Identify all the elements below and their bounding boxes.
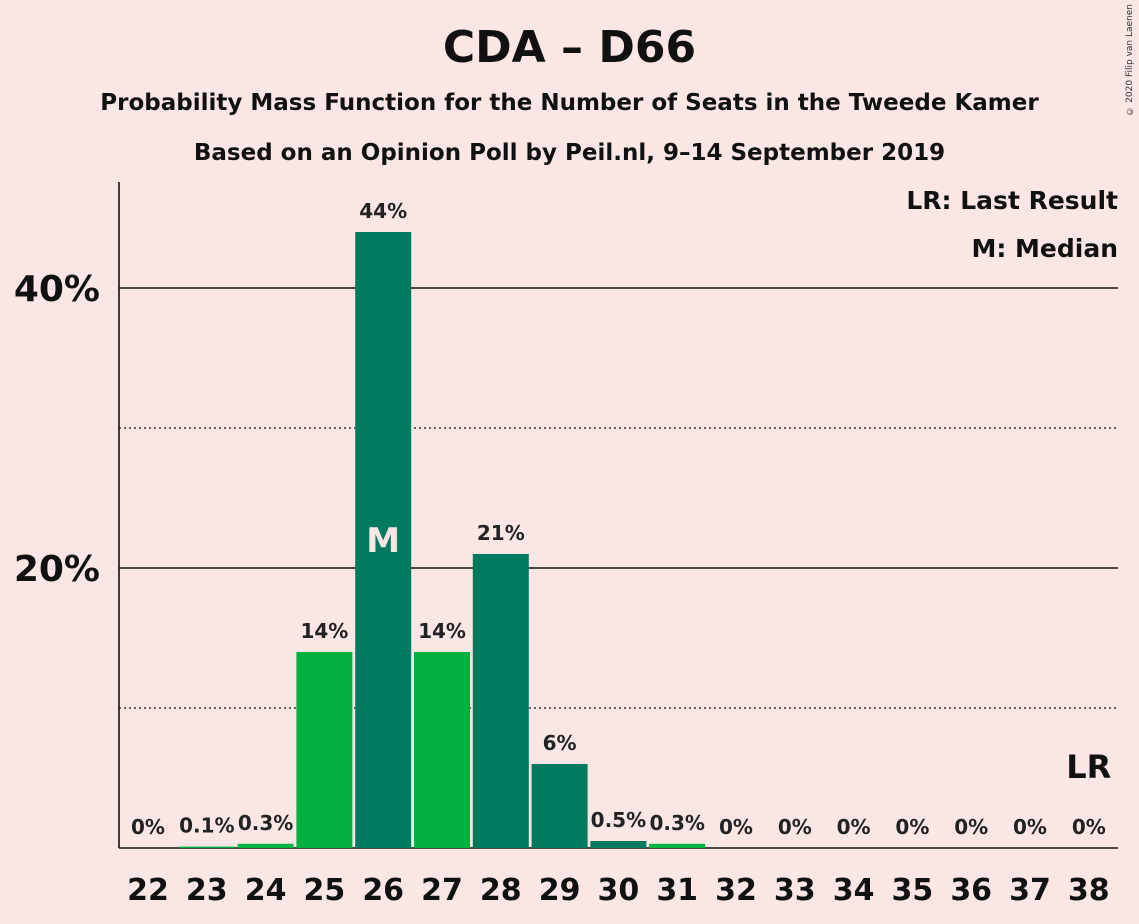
chart-title: CDA – D66 (442, 22, 697, 73)
x-tick-label: 37 (1009, 873, 1051, 908)
x-tick-label: 29 (539, 873, 581, 908)
x-tick-label: 38 (1068, 873, 1110, 908)
x-tick-label: 34 (833, 873, 875, 908)
bar-value-label: 0.3% (238, 811, 293, 835)
bar-value-label: 0% (895, 815, 929, 839)
last-result-marker: LR (1066, 748, 1111, 786)
x-tick-label: 23 (186, 873, 228, 908)
bar-value-label: 0% (1072, 815, 1106, 839)
bar-value-label: 44% (359, 199, 407, 223)
bar-value-label: 0% (778, 815, 812, 839)
x-tick-label: 22 (127, 873, 169, 908)
bar-value-label: 6% (543, 731, 577, 755)
x-tick-label: 31 (656, 873, 698, 908)
x-tick-label: 24 (245, 873, 287, 908)
legend-median: M: Median (971, 234, 1118, 263)
x-tick-label: 32 (715, 873, 757, 908)
bar (296, 652, 353, 848)
bar-value-label: 14% (300, 619, 348, 643)
x-tick-label: 33 (774, 873, 816, 908)
bar (590, 841, 647, 848)
bar-value-label: 14% (418, 619, 466, 643)
bar (414, 652, 470, 848)
x-tick-label: 27 (421, 873, 463, 908)
y-tick-label: 20% (14, 549, 100, 590)
bar-value-label: 0% (719, 815, 753, 839)
legend-last-result: LR: Last Result (906, 186, 1118, 215)
bar-value-label: 21% (477, 521, 525, 545)
bar-value-label: 0% (1013, 815, 1047, 839)
bar-value-label: 0.5% (591, 808, 646, 832)
chart-subtitle-source: Based on an Opinion Poll by Peil.nl, 9–1… (193, 140, 946, 166)
x-tick-label: 26 (362, 873, 404, 908)
bar (178, 846, 235, 848)
bar-value-label: 0.1% (179, 814, 234, 838)
bar (237, 843, 294, 848)
x-tick-label: 25 (304, 873, 346, 908)
bar (649, 843, 706, 848)
x-tick-label: 35 (892, 873, 934, 908)
y-tick-label: 40% (14, 269, 100, 310)
bar (355, 232, 412, 848)
bar-value-label: 0% (837, 815, 871, 839)
bar-value-label: 0.3% (649, 811, 704, 835)
bar (472, 554, 529, 848)
x-tick-label: 28 (480, 873, 522, 908)
bar (531, 764, 588, 848)
x-tick-label: 36 (950, 873, 992, 908)
x-tick-label: 30 (598, 873, 640, 908)
bar-value-label: 0% (954, 815, 988, 839)
chart-subtitle: Probability Mass Function for the Number… (100, 90, 1039, 116)
median-marker: M (366, 521, 400, 561)
bar-value-label: 0% (131, 815, 165, 839)
